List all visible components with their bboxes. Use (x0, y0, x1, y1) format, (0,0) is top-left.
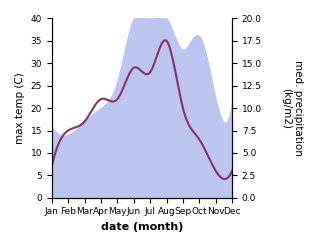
Y-axis label: max temp (C): max temp (C) (15, 72, 25, 144)
X-axis label: date (month): date (month) (101, 222, 183, 232)
Y-axis label: med. precipitation
(kg/m2): med. precipitation (kg/m2) (281, 60, 303, 156)
